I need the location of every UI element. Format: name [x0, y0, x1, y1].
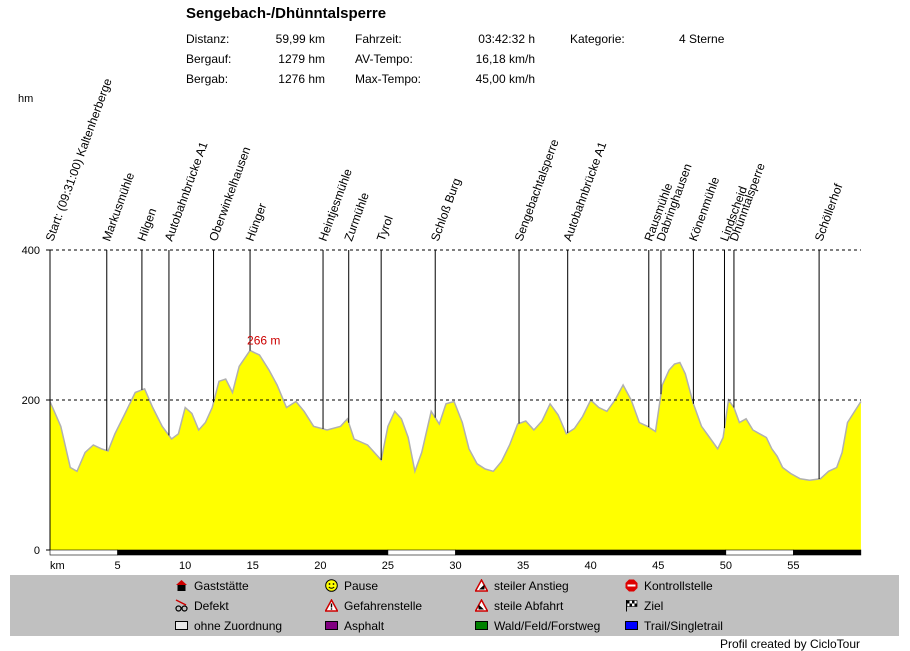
waypoint-label: Hünger: [243, 201, 270, 243]
max-elevation-label: 266 m: [247, 334, 280, 348]
legend: Gaststätte Pause steiler Anstieg Kontrol…: [10, 575, 899, 636]
ziel-icon: [626, 600, 638, 612]
waypoint-label: Schöllerhof: [812, 181, 846, 243]
stat-value-fahrzeit: 03:42:32 h: [478, 32, 535, 46]
legend-item-kontrollstelle: Kontrollstelle: [625, 579, 713, 593]
x-tick-label: 45: [652, 560, 664, 572]
asphalt-swatch: [325, 621, 338, 630]
stat-label-fahrzeit: Fahrzeit:: [355, 32, 402, 46]
x-tick-label: 40: [585, 560, 597, 572]
gaststaette-icon: [176, 580, 187, 591]
y-tick-label: 200: [22, 395, 40, 407]
legend-item-gaststaette: Gaststätte: [175, 579, 249, 593]
waypoint-label: Könenmühle: [686, 175, 722, 243]
track-segment: [793, 549, 862, 556]
waypoint-label: Markusmühle: [99, 170, 137, 243]
x-tick-label: 10: [179, 560, 191, 572]
waypoint-label: Autobahnbrücke A1: [162, 140, 211, 244]
waypoint-label: Hilgen: [135, 206, 160, 243]
y-tick-label: 400: [22, 245, 40, 257]
x-tick-label: 30: [449, 560, 461, 572]
track-segment: [49, 549, 118, 556]
defekt-icon: [175, 599, 188, 612]
legend-item-ziel: Ziel: [625, 599, 663, 613]
track-segment: [725, 549, 794, 556]
stat-value-bergauf: 1279 hm: [278, 52, 325, 66]
legend-label: Defekt: [194, 599, 229, 613]
gefahrenstelle-icon: [325, 599, 338, 612]
waypoint-label: Autobahnbrücke A1: [560, 140, 609, 244]
y-tick-label: 0: [34, 545, 40, 557]
legend-item-defekt: Defekt: [175, 599, 229, 613]
y-unit-label: hm: [18, 93, 34, 105]
waypoint-label: Schloß Burg: [428, 176, 464, 243]
legend-label: Gaststätte: [194, 579, 249, 593]
legend-label: Asphalt: [344, 619, 385, 633]
elevation-area: [50, 350, 861, 550]
legend-item-pause: Pause: [325, 579, 378, 593]
stat-label-bergauf: Bergauf:: [186, 52, 232, 66]
pause-icon: [325, 579, 338, 592]
kontrollstelle-icon: [625, 579, 638, 592]
legend-item-wald-feld-forstweg: Wald/Feld/Forstweg: [475, 619, 600, 633]
x-unit-label: km: [50, 560, 65, 572]
stat-value-distanz: 59,99 km: [275, 32, 325, 46]
x-tick-label: 35: [517, 560, 529, 572]
track-segment: [387, 549, 456, 556]
legend-item-ohne-zuordnung: ohne Zuordnung: [175, 619, 282, 633]
track-segment: [455, 549, 727, 556]
legend-item-steile-abfahrt: steile Abfahrt: [475, 599, 563, 613]
legend-label: Gefahrenstelle: [344, 599, 423, 613]
stat-label-distanz: Distanz:: [186, 32, 230, 46]
legend-item-asphalt: Asphalt: [325, 619, 384, 633]
credit-text: Profil created by CicloTour: [719, 637, 860, 651]
legend-item-trail-singletrail: Trail/Singletrail: [625, 619, 723, 633]
legend-item-steiler-anstieg: steiler Anstieg: [475, 579, 569, 593]
waypoint-label: Start: (09:31:00) Kaltenherberge: [43, 76, 115, 243]
x-tick-label: 50: [720, 560, 732, 572]
steile-abfahrt-icon: [475, 599, 488, 612]
wald-feld-forstweg-swatch: [475, 621, 488, 630]
stat-value-av-tempo: 16,18 km/h: [475, 52, 535, 66]
ohne-zuordnung-swatch: [175, 621, 188, 630]
track-segment: [117, 549, 389, 556]
steiler-anstieg-icon: [475, 579, 488, 592]
x-tick-label: 55: [787, 560, 799, 572]
legend-label: steiler Anstieg: [494, 579, 569, 593]
stat-label-av-tempo: AV-Tempo:: [355, 52, 413, 66]
legend-label: ohne Zuordnung: [194, 619, 283, 633]
page-title: Sengebach-/Dhünntalsperre: [186, 5, 387, 22]
trail-singletrail-swatch: [625, 621, 638, 630]
x-tick-label: 15: [247, 560, 259, 572]
legend-label: Trail/Singletrail: [644, 619, 723, 633]
x-tick-label: 25: [382, 560, 394, 572]
stat-value-bergab: 1276 hm: [278, 72, 325, 86]
legend-label: Pause: [344, 579, 379, 593]
waypoint-label: Tyrol: [374, 214, 396, 243]
stat-value-kategorie: 4 Sterne: [679, 32, 725, 46]
stat-value-max-tempo: 45,00 km/h: [475, 72, 535, 86]
stat-label-bergab: Bergab:: [186, 72, 229, 86]
waypoint-label: Sengebachtalsperre: [512, 137, 562, 243]
legend-label: Kontrollstelle: [644, 579, 713, 593]
legend-label: Ziel: [644, 599, 664, 613]
x-tick-label: 5: [115, 560, 121, 572]
legend-item-gefahrenstelle: Gefahrenstelle: [325, 599, 422, 613]
legend-label: Wald/Feld/Forstweg: [494, 619, 601, 633]
stat-label-max-tempo: Max-Tempo:: [355, 72, 422, 86]
x-tick-label: 20: [314, 560, 326, 572]
legend-label: steile Abfahrt: [494, 599, 564, 613]
stat-label-kategorie: Kategorie:: [570, 32, 625, 46]
waypoint-label: Zurmühle: [341, 190, 372, 243]
